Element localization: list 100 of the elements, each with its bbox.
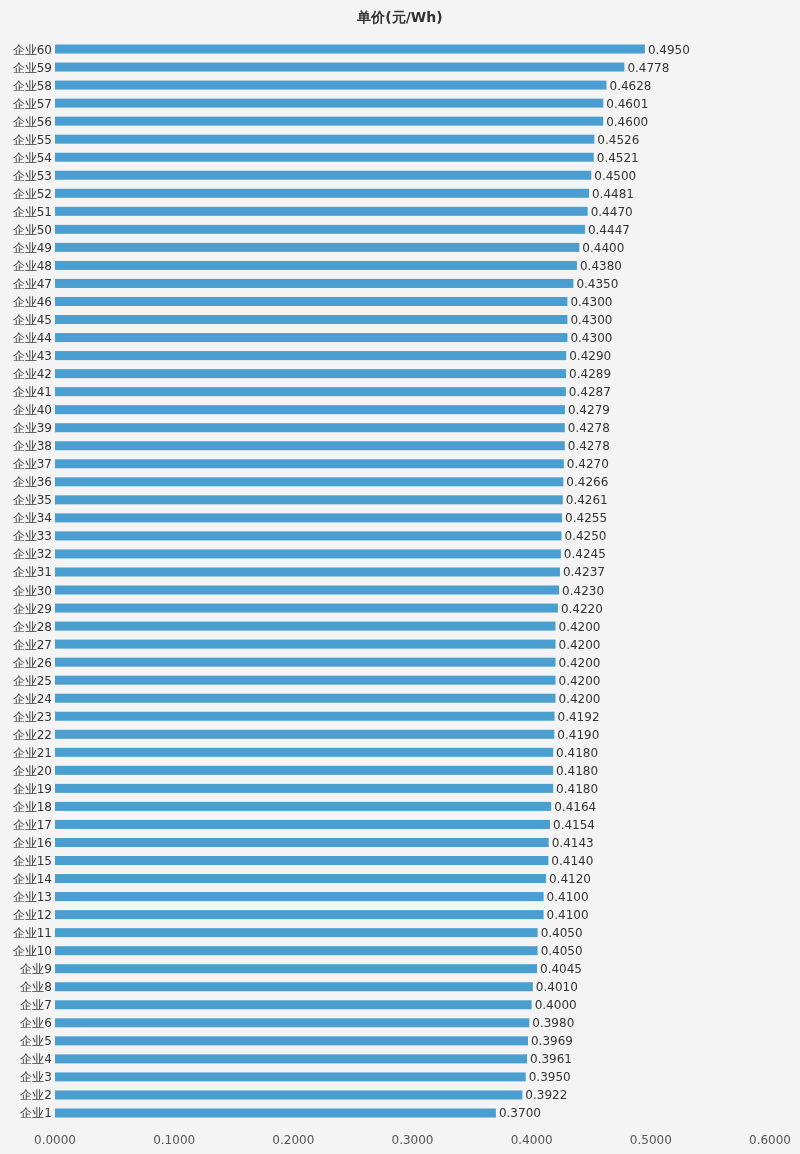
y-tick-label: 企业42 (12, 367, 52, 382)
data-label: 0.4400 (582, 240, 625, 255)
y-tick-label: 企业36 (12, 475, 52, 490)
y-tick-label: 企业54 (12, 150, 52, 165)
bar (55, 856, 549, 866)
y-tick-label: 企业5 (20, 1034, 52, 1049)
y-tick-label: 企业58 (12, 78, 52, 93)
y-tick-label: 企业40 (12, 403, 52, 418)
data-label: 0.4245 (563, 547, 606, 562)
data-label: 0.4287 (568, 385, 611, 400)
y-tick-label: 企业31 (12, 565, 52, 580)
bar (55, 333, 568, 343)
bar (55, 278, 574, 288)
data-label: 0.3950 (528, 1070, 571, 1085)
data-label: 0.3980 (532, 1016, 575, 1031)
y-tick-label: 企业21 (12, 745, 52, 760)
y-tick-label: 企业41 (12, 385, 52, 400)
bar (55, 369, 567, 379)
bar (55, 405, 565, 415)
bar (55, 675, 556, 685)
y-tick-label: 企业10 (12, 944, 52, 959)
data-label: 0.4250 (564, 529, 607, 544)
data-label: 0.4154 (553, 817, 596, 832)
data-label: 0.4180 (556, 763, 599, 778)
bar (55, 567, 560, 577)
data-label: 0.4778 (627, 60, 670, 75)
bar (55, 874, 546, 884)
data-label: 0.4237 (562, 565, 605, 580)
y-tick-label: 企业32 (12, 547, 52, 562)
data-label: 0.4470 (590, 204, 633, 219)
y-tick-label: 企业25 (12, 673, 52, 688)
y-tick-label: 企业38 (12, 439, 52, 454)
data-label: 0.4950 (647, 42, 690, 57)
data-label: 0.4050 (540, 944, 583, 959)
data-label: 0.4500 (594, 168, 637, 183)
y-tick-label: 企业23 (12, 709, 52, 724)
bar (55, 260, 577, 270)
y-tick-label: 企业19 (12, 781, 52, 796)
y-tick-label: 企业12 (12, 908, 52, 923)
data-label: 0.4192 (557, 709, 600, 724)
bar (55, 657, 556, 667)
bar (55, 621, 556, 631)
data-label: 0.4200 (558, 637, 601, 652)
y-tick-label: 企业47 (12, 276, 52, 291)
bar (55, 801, 552, 811)
bar (55, 1090, 523, 1100)
y-tick-label: 企业18 (12, 799, 52, 814)
y-tick-label: 企业7 (20, 998, 52, 1013)
bar (55, 477, 564, 487)
y-tick-label: 企业15 (12, 854, 52, 869)
y-tick-label: 企业8 (20, 980, 52, 995)
x-tick-label: 0.4000 (510, 1133, 553, 1147)
y-tick-label: 企业46 (12, 294, 52, 309)
data-label: 0.4601 (606, 96, 649, 111)
bar (55, 495, 563, 505)
bar (55, 387, 566, 397)
bar (55, 837, 549, 847)
bar (55, 242, 580, 252)
bar (55, 928, 538, 938)
y-tick-label: 企业4 (20, 1052, 52, 1067)
data-label: 0.4278 (567, 439, 610, 454)
y-tick-label: 企业24 (12, 691, 52, 706)
data-label: 0.4300 (570, 331, 613, 346)
data-label: 0.4481 (591, 186, 634, 201)
y-tick-label: 企业22 (12, 727, 52, 742)
y-tick-label: 企业30 (12, 583, 52, 598)
y-tick-label: 企业39 (12, 421, 52, 436)
x-tick-label: 0.5000 (629, 1133, 672, 1147)
y-tick-label: 企业26 (12, 655, 52, 670)
bar (55, 603, 558, 613)
data-label: 0.4289 (569, 367, 612, 382)
y-tick-label: 企业59 (12, 60, 52, 75)
data-label: 0.4200 (558, 673, 601, 688)
bar (55, 206, 588, 216)
y-tick-label: 企业57 (12, 96, 52, 111)
bar (55, 170, 592, 180)
bar (55, 134, 595, 144)
bar (55, 1072, 526, 1082)
bar (55, 531, 562, 541)
data-label: 0.4628 (609, 78, 652, 93)
x-tick-label: 0.0000 (34, 1133, 76, 1147)
bar (55, 964, 538, 974)
y-tick-label: 企业28 (12, 619, 52, 634)
bar (55, 80, 607, 90)
y-tick-label: 企业29 (12, 601, 52, 616)
bar (55, 44, 645, 54)
data-label: 0.4100 (546, 890, 589, 905)
data-label: 0.4526 (597, 132, 640, 147)
data-label: 0.4255 (565, 511, 608, 526)
data-label: 0.4230 (562, 583, 605, 598)
y-tick-label: 企业13 (12, 890, 52, 905)
y-tick-label: 企业9 (20, 962, 52, 977)
bar (55, 549, 561, 559)
data-label: 0.4261 (565, 493, 608, 508)
data-label: 0.3700 (498, 1106, 541, 1121)
data-label: 0.4045 (540, 962, 583, 977)
bar (55, 188, 589, 198)
data-label: 0.4190 (557, 727, 600, 742)
y-tick-label: 企业2 (20, 1088, 52, 1103)
y-tick-label: 企业17 (12, 817, 52, 832)
